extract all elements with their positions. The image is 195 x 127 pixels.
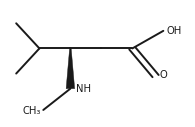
Text: CH₃: CH₃ bbox=[23, 106, 41, 116]
Text: O: O bbox=[160, 70, 167, 80]
Polygon shape bbox=[66, 48, 75, 89]
Text: OH: OH bbox=[166, 26, 182, 36]
Text: NH: NH bbox=[76, 84, 91, 94]
